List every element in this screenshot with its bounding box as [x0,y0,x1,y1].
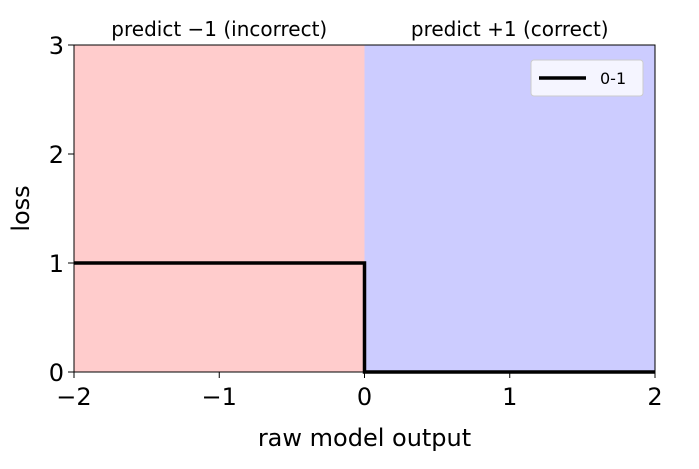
x-tick-label: 2 [647,383,662,411]
region-1 [364,45,655,372]
region-labels-layer: predict −1 (incorrect) predict +1 (correc… [111,17,608,41]
y-axis-label: loss [7,185,35,231]
x-tick-label: −2 [56,383,91,411]
y-tick-label: 1 [49,250,64,278]
regions-layer [74,45,655,372]
x-tick-label: 1 [502,383,517,411]
x-axis-label: raw model output [258,424,471,452]
legend: 0-1 [530,59,644,97]
y-tick-label: 2 [49,141,64,169]
y-tick-label: 0 [49,359,64,387]
region-label-0: predict −1 (incorrect) [111,17,327,41]
y-tick-label: 3 [49,32,64,60]
x-tick-label: −1 [202,383,237,411]
legend-box [530,59,644,97]
ticks-layer: −2 −1 0 1 2 0 1 2 3 [49,32,663,411]
x-tick-label: 0 [357,383,372,411]
region-0 [74,45,365,372]
region-label-1: predict +1 (correct) [411,17,609,41]
legend-label-0-1: 0-1 [600,69,626,88]
